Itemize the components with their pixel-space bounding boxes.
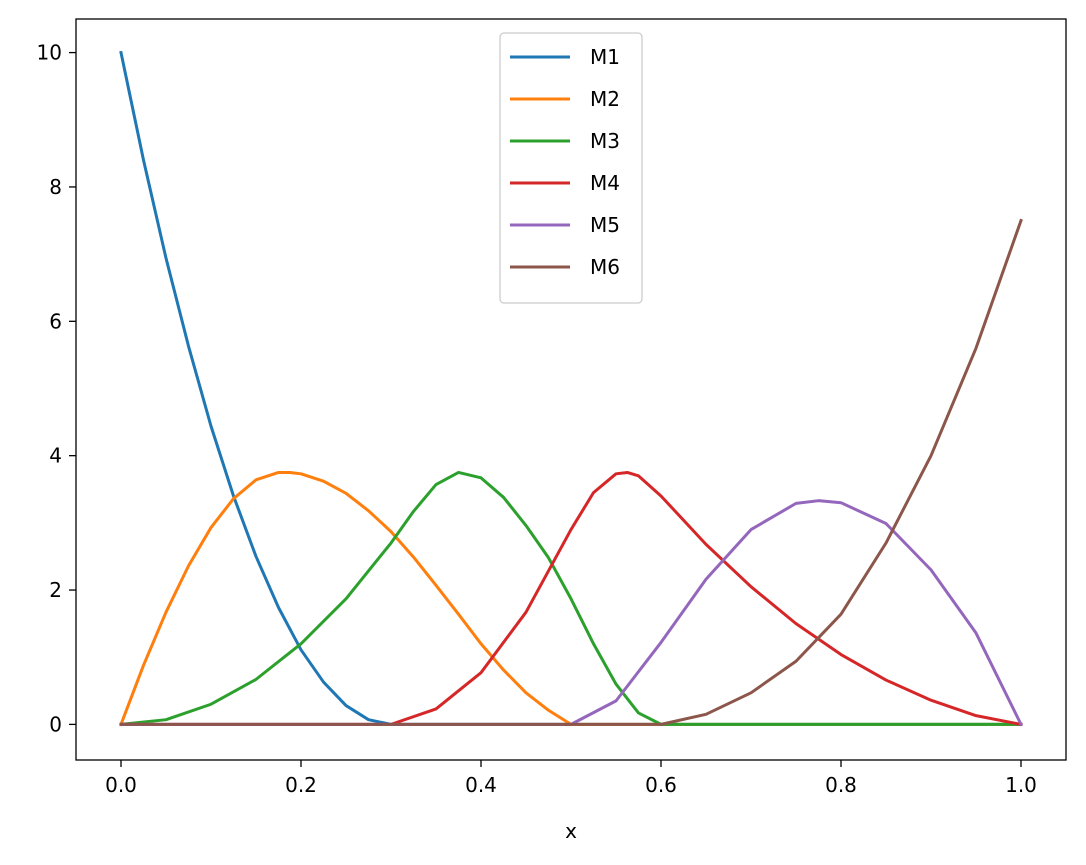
legend-label-m2: M2 [590,87,620,111]
legend-label-m6: M6 [590,255,620,279]
series-line-m3 [119,470,1023,727]
y-tick-label: 0 [49,712,62,736]
legend-box [499,32,643,304]
x-axis: 0.0 0.2 0.4 0.6 0.8 1.0 [105,760,1037,797]
plot-frame [75,18,1067,761]
x-tick-label: 0.6 [645,773,677,797]
y-tick-label: 10 [37,41,62,65]
x-tick-label: 1.0 [1005,773,1037,797]
x-axis-label: x [565,819,577,843]
legend: M1 M2 M3 M4 M5 M6 [499,32,643,304]
series-layer [119,50,1024,727]
series-line-m5 [119,499,1024,727]
x-tick-label: 0.0 [105,773,137,797]
x-tick-label: 0.8 [825,773,857,797]
y-tick-label: 6 [49,309,62,333]
series-line-m4 [119,470,1023,727]
legend-label-m3: M3 [590,129,620,153]
series-line-m6 [119,218,1023,726]
legend-label-m1: M1 [590,45,620,69]
y-tick-label: 8 [49,175,62,199]
legend-label-m5: M5 [590,213,620,237]
legend-label-m4: M4 [590,171,620,195]
y-tick-label: 4 [49,444,62,468]
x-tick-label: 0.4 [465,773,497,797]
y-tick-label: 2 [49,578,62,602]
y-axis: 0 2 4 6 8 10 [37,41,76,736]
series-line-m2 [119,470,1023,727]
x-tick-label: 0.2 [285,773,317,797]
